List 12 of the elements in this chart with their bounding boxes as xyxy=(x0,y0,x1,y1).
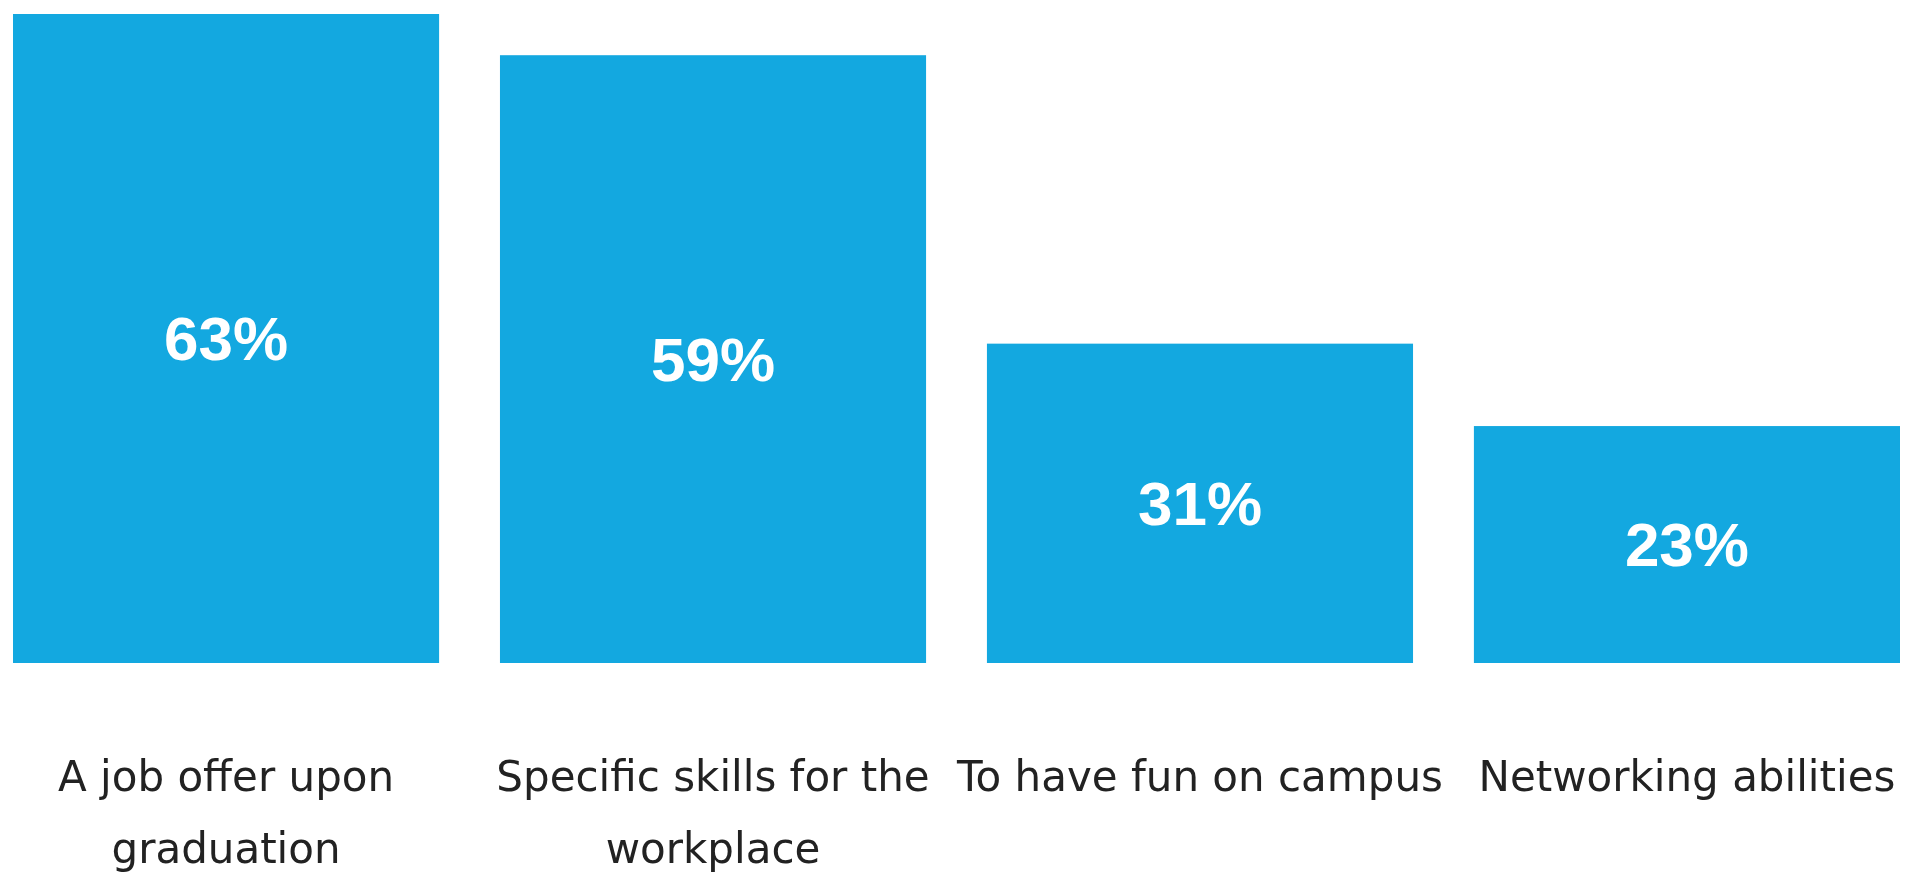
data-label: 63% xyxy=(164,304,289,374)
bar xyxy=(986,343,1414,663)
x-tick-label: Networking abilities xyxy=(1478,752,1896,801)
data-label: 31% xyxy=(1137,469,1263,539)
data-label: 23% xyxy=(1624,510,1749,580)
bar xyxy=(1473,426,1900,663)
bar xyxy=(499,55,927,663)
x-tick-label: A job offer upon graduation xyxy=(57,752,395,873)
data-label: 59% xyxy=(650,324,776,394)
bar xyxy=(13,14,440,663)
x-tick-label: To have fun on campus xyxy=(956,752,1443,801)
x-tick-label: Specific skills for the workplace xyxy=(496,752,930,873)
